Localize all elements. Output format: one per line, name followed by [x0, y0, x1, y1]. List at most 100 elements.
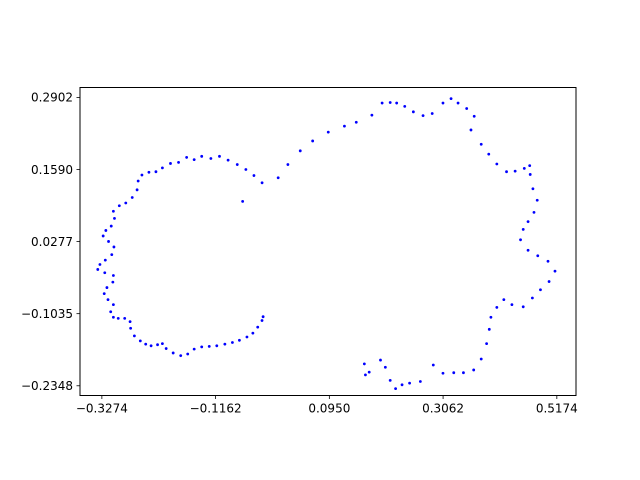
data-point-0-57	[207, 344, 211, 348]
data-points	[96, 97, 557, 391]
data-point-0-33	[111, 274, 115, 277]
data-point-0-79	[403, 104, 407, 108]
data-point-0-77	[388, 101, 392, 104]
y-tick-label-1: −0.1035	[21, 307, 73, 321]
data-point-0-68	[276, 176, 280, 180]
data-point-0-82	[430, 112, 434, 115]
data-point-0-14	[147, 170, 151, 174]
y-axis: −0.2348 −0.1035 0.0277 0.1590 0.2902	[21, 91, 80, 393]
data-point-0-123	[418, 380, 422, 383]
x-tick-label-1: −0.1162	[190, 402, 242, 416]
data-point-0-30	[98, 263, 102, 266]
data-point-0-20	[117, 204, 121, 208]
data-point-0-67	[241, 199, 245, 203]
data-point-0-127	[388, 379, 392, 382]
x-tick-label-4: 0.5174	[536, 402, 578, 416]
data-point-0-40	[111, 315, 115, 319]
data-point-0-34	[111, 280, 115, 284]
data-point-0-117	[479, 357, 483, 361]
data-point-0-23	[109, 224, 113, 228]
x-tick-label-0: −0.3274	[76, 402, 128, 416]
data-point-0-118	[472, 368, 476, 372]
data-point-0-122	[431, 363, 435, 367]
data-point-0-72	[326, 130, 330, 134]
data-point-0-105	[546, 259, 550, 263]
data-point-0-4	[226, 158, 230, 162]
data-point-0-115	[487, 327, 491, 331]
data-point-0-52	[171, 351, 175, 355]
data-point-0-19	[124, 201, 128, 205]
data-point-0-85	[456, 101, 460, 105]
data-point-0-3	[235, 163, 239, 166]
data-point-0-42	[123, 316, 127, 320]
data-point-0-129	[379, 358, 382, 362]
data-point-0-69	[286, 163, 290, 166]
data-point-0-114	[489, 315, 493, 319]
data-point-0-76	[380, 101, 384, 105]
data-point-0-8	[192, 158, 196, 162]
data-point-0-113	[495, 305, 499, 309]
data-point-0-100	[526, 220, 530, 224]
data-point-0-2	[244, 168, 248, 171]
data-point-0-56	[200, 345, 204, 349]
data-point-0-111	[510, 303, 514, 306]
data-point-0-78	[395, 101, 399, 105]
data-point-0-28	[110, 253, 114, 257]
data-point-0-11	[169, 162, 172, 165]
data-point-0-61	[238, 338, 241, 342]
data-point-0-103	[526, 248, 530, 252]
data-point-0-27	[112, 245, 116, 249]
data-point-0-50	[161, 342, 164, 345]
data-point-0-80	[411, 110, 415, 114]
data-point-0-64	[256, 325, 260, 329]
data-point-0-93	[513, 169, 517, 173]
data-point-0-12	[161, 166, 164, 170]
data-point-0-87	[472, 114, 476, 118]
data-point-0-124	[408, 381, 411, 385]
data-point-0-75	[370, 113, 374, 117]
data-point-0-112	[502, 298, 506, 302]
data-point-0-71	[311, 139, 315, 143]
data-point-0-95	[528, 164, 532, 168]
data-point-0-21	[111, 209, 115, 213]
data-point-0-125	[400, 383, 404, 387]
data-point-0-29	[103, 258, 107, 262]
data-point-0-9	[185, 156, 189, 159]
data-point-0-66	[261, 315, 265, 319]
data-point-0-120	[452, 371, 456, 375]
data-point-0-89	[479, 142, 483, 146]
data-point-0-130	[367, 370, 371, 374]
y-tick-label-2: 0.0277	[31, 235, 73, 249]
data-point-0-90	[487, 152, 491, 156]
data-point-0-59	[223, 342, 227, 346]
data-point-0-22	[113, 216, 116, 220]
x-tick-label-3: 0.3062	[422, 402, 464, 416]
y-tick-label-3: 0.1590	[31, 163, 73, 177]
data-point-0-43	[128, 320, 132, 324]
data-point-0-38	[111, 303, 115, 306]
data-point-0-24	[104, 229, 108, 232]
data-point-0-74	[354, 120, 358, 124]
data-point-0-92	[505, 170, 508, 174]
data-point-0-73	[343, 124, 346, 128]
data-point-0-109	[530, 296, 534, 300]
x-tick-label-2: 0.0950	[308, 402, 350, 416]
data-point-0-48	[149, 344, 153, 348]
y-tick-label-4: 0.2902	[31, 91, 73, 105]
data-point-0-26	[107, 240, 110, 243]
data-point-0-39	[109, 310, 113, 314]
data-point-0-83	[441, 101, 445, 105]
data-point-0-128	[383, 365, 387, 369]
data-point-0-108	[539, 288, 542, 292]
data-point-0-65	[260, 319, 264, 322]
data-point-0-107	[547, 280, 551, 283]
data-point-0-5	[218, 154, 221, 158]
data-point-0-35	[105, 286, 109, 289]
data-point-0-55	[192, 347, 196, 351]
data-point-0-104	[536, 254, 540, 258]
data-point-0-54	[186, 352, 190, 356]
data-point-0-96	[528, 173, 532, 176]
data-point-0-106	[553, 269, 557, 273]
